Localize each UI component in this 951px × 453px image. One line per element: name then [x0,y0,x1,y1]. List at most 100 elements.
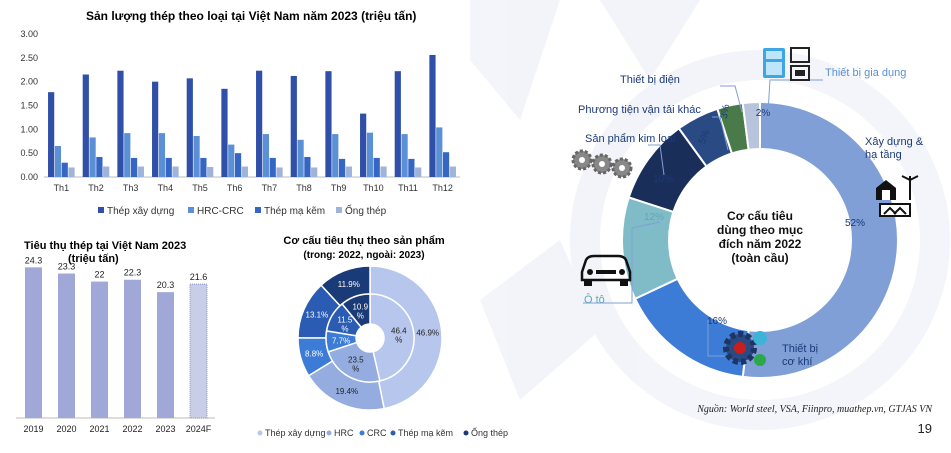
bar [449,166,456,177]
legend-label: CRC [367,428,387,438]
y-tick-label: 3.00 [20,29,38,39]
x-tick-label: 2020 [56,424,76,434]
bar [157,292,174,418]
legend-swatch [257,430,263,436]
center-label-line: đích năm 2022 [719,237,802,251]
bar [269,157,276,177]
x-tick-label: 2022 [122,424,142,434]
slice-label: 10.9% [352,303,368,321]
y-tick-label: 1.50 [20,101,38,111]
bar [415,167,422,177]
legend-swatch [188,207,194,213]
bar [82,74,89,177]
bar [54,146,62,177]
y-tick-label: 1.00 [20,124,38,134]
slice-percent-label: 12% [644,212,664,223]
x-tick-label: 2024F [186,424,212,434]
bar [436,127,443,177]
x-tick-label: Th1 [54,183,70,193]
bar [234,153,242,177]
bar [91,281,108,418]
construction-icon [876,175,919,217]
x-tick-label: 2021 [89,424,109,434]
legend-label: Ống thép [345,203,387,217]
slice-percent-label: 2% [756,108,771,119]
y-axis: 0.00 0.50 1.00 1.50 2.00 2.50 3.00 [20,29,460,182]
bar [172,166,179,177]
x-tick-label: 2019 [23,424,43,434]
bar [360,113,367,177]
x-tick-label: Th9 [331,183,347,193]
annual-consumption-chart: Tiêu thụ thép tại Việt Nam 2023 (triệu t… [16,240,215,434]
bar [117,70,124,177]
center-label-line: (toàn cầu) [731,251,788,265]
leader-line [648,144,665,176]
data-label: 22 [94,270,104,280]
chart-title: Sản lượng thép theo loại tại Việt Nam nă… [86,9,416,23]
slice-label: 46.4% [391,327,407,345]
category-label: Phương tiện vận tải khác [578,104,701,116]
x-axis: Th1 Th2 Th3 Th4 Th5 Th6 Th7 Th8 Th9 Th10 Th11 Th12 [54,183,453,193]
fridge-icon [763,47,810,81]
bar [338,158,346,177]
x-tick-label: 2023 [155,424,175,434]
bar [256,70,263,177]
category-label: cơ khí [782,356,812,368]
monthly-production-chart: Sản lượng thép theo loại tại Việt Nam nă… [20,9,460,217]
x-tick-label: Th11 [398,183,418,193]
bar [186,78,193,177]
product-structure-donut: Cơ cấu tiêu thụ theo sản phẩm (trong: 20… [257,235,508,438]
background-decoration [470,0,950,430]
y-tick-label: 0.00 [20,172,38,182]
bar [48,92,55,177]
data-label: 22.3 [124,268,142,278]
x-tick-label: Th7 [262,183,278,193]
slice-label: 23.5% [348,355,364,373]
bar-group: 24.3 2019 23.3 2020 22 2021 22.3 2022 20.3 2023 21… [16,255,215,434]
slice-label: 8.8% [305,350,323,359]
bar-group [48,54,456,178]
donut-center [668,148,852,332]
bar [262,134,270,177]
leader-line [720,85,743,113]
y-tick-label: 2.50 [20,53,38,63]
bar [429,54,436,178]
bar [408,158,415,177]
data-label: 24.3 [25,255,43,265]
bar [380,166,387,177]
legend-swatch [359,430,365,436]
leader-line [583,221,661,304]
bar [89,137,96,177]
legend-swatch [336,207,342,213]
bar [25,267,42,418]
slice-label: 13.1% [306,311,329,320]
x-tick-label: Th6 [227,183,243,193]
data-label: 21.6 [190,272,208,282]
slice-label: 7.7% [332,336,350,345]
y-tick-label: 0.50 [20,148,38,158]
x-tick-label: Th8 [296,183,312,193]
bar [290,75,297,177]
bar [152,81,159,177]
bar [221,88,228,177]
data-label: 20.3 [157,280,175,290]
data-label: 23.3 [58,262,76,272]
bar [366,132,374,177]
legend-label: HRC [334,428,354,438]
slice-label: 11.5% [337,315,353,333]
category-label: Thiết bị gia dụng [825,67,906,79]
bar [124,279,141,418]
bar [96,156,103,177]
chart-title-line-1: Tiêu thụ thép tại Việt Nam 2023 [24,240,186,252]
bar [373,157,380,177]
machinery-gear-icon [723,331,767,366]
center-label-line: Cơ cấu tiêu [727,209,793,223]
bar [442,152,450,177]
bar [325,71,332,177]
x-tick-label: Th3 [123,183,139,193]
legend-label: Thép xây dựng [107,206,174,217]
legend-label: Thép mạ kẽm [398,428,453,438]
category-labels: 52% 16% 12% 10% 5% 3% 2% Xây dựng &hạ tầng Thiết… [578,67,924,368]
